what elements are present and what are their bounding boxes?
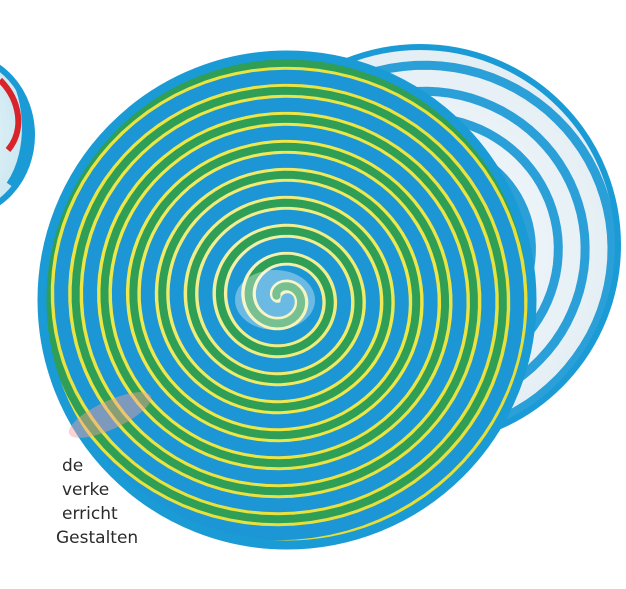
caption-line: Gestalten [56,528,139,548]
caption-line: erricht [62,504,118,524]
caption-line: verke [62,480,110,500]
caption-line: de [62,456,84,476]
blue-spiral [39,52,535,541]
green-spiral [39,58,535,548]
left-disc [0,57,35,206]
front-disc [37,50,537,550]
